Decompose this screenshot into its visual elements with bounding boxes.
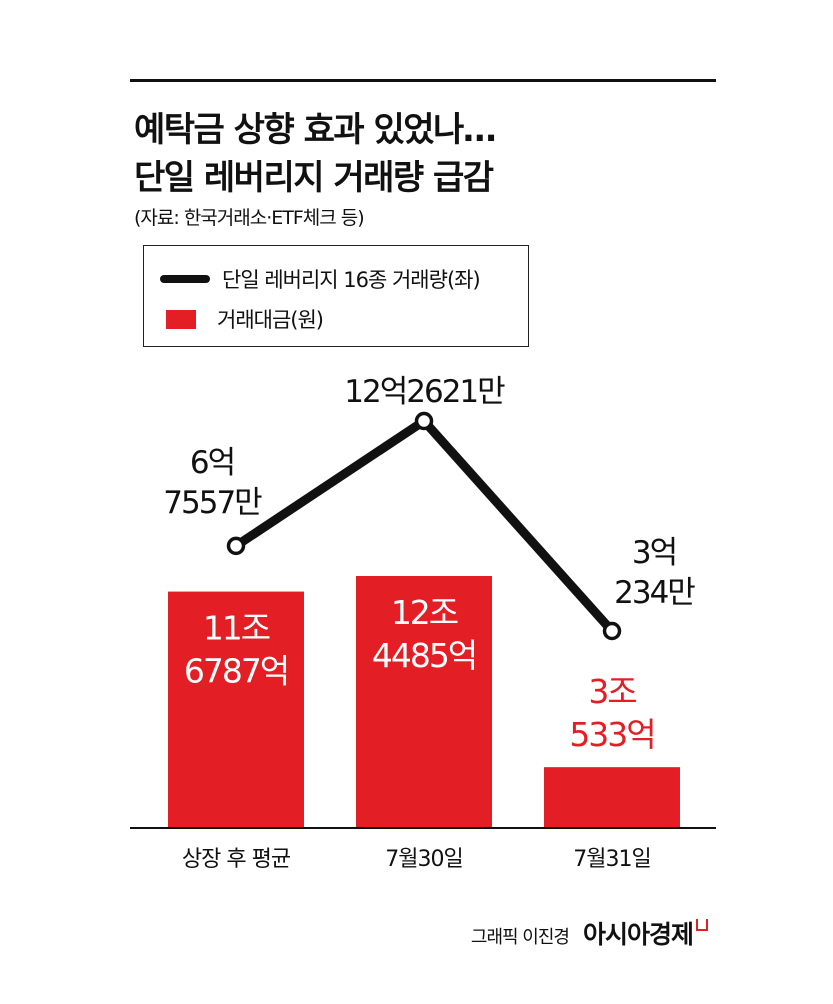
top-rule [130,79,716,82]
legend-line-swatch [160,275,210,283]
x-tick-label-0: 상장 후 평균 [182,847,291,872]
x-tick-label-1: 7월30일 [385,847,462,872]
line-value-label-1-0: 12억2621만 [344,374,505,410]
line-value-label-2-0: 3억 [632,535,676,571]
bar-value-label-2-0: 3조 [588,672,636,711]
bar-value-label-2-1: 533억 [569,715,654,754]
bar-value-label-0-0: 11조 [203,609,270,648]
bar-value-label-1-0: 12조 [391,593,458,632]
line-value-label-0-0: 6억 [190,445,234,481]
bar-value-label-1-1: 4485억 [372,636,476,675]
line-value-label-0-1: 7557만 [163,485,262,521]
title-line-2: 단일 레버리지 거래량 급감 [134,158,494,198]
line-point-2 [602,621,622,641]
bar-1 [356,576,492,828]
x-tick-label-2: 7월31일 [573,847,650,872]
legend-item-line: 단일 레버리지 16종 거래량(좌) [160,264,481,294]
graphic-byline: 그래픽 이진경 [470,927,570,948]
title-line-1: 예탁금 상향 효과 있었나… [134,110,497,150]
line-value-label-2-1: 234만 [614,575,695,611]
bar-2 [544,767,680,828]
credit: 그래픽 이진경 아시아경제 [471,915,708,951]
bar-value-label-0-1: 6787억 [184,652,288,691]
line-point-1 [414,411,434,431]
brand-mark-icon [696,919,708,931]
legend-bar-swatch [166,309,196,329]
legend: 단일 레버리지 16종 거래량(좌) 거래대금(원) [143,245,529,347]
legend-item-bar: 거래대금(원) [160,304,324,334]
brand-logo: 아시아경제 [582,920,694,949]
source-note: (자료: 한국거래소·ETF체크 등) [134,207,365,229]
legend-bar-label: 거래대금(원) [217,308,324,332]
legend-line-label: 단일 레버리지 16종 거래량(좌) [222,268,481,292]
line-point-0 [226,536,246,556]
bar-0 [168,591,304,828]
